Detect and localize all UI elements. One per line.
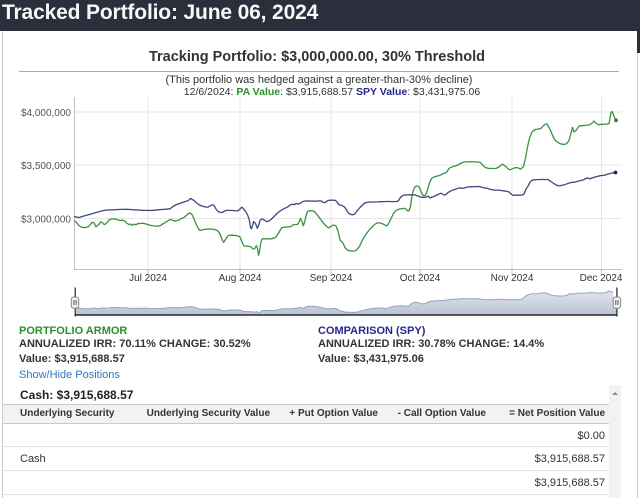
svg-text:Dec 2024: Dec 2024 <box>580 273 623 284</box>
svg-text:Nov 2024: Nov 2024 <box>491 273 534 284</box>
svg-text:Oct 2024: Oct 2024 <box>400 273 441 284</box>
svg-text:Aug 2024: Aug 2024 <box>219 273 262 284</box>
svg-text:$3,000,000: $3,000,000 <box>21 215 71 226</box>
svg-text:Jul 2024: Jul 2024 <box>129 273 167 284</box>
svg-text:$3,500,000: $3,500,000 <box>21 161 71 172</box>
svg-text:$4,000,000: $4,000,000 <box>21 108 71 119</box>
svg-text:Sep 2024: Sep 2024 <box>310 273 353 284</box>
